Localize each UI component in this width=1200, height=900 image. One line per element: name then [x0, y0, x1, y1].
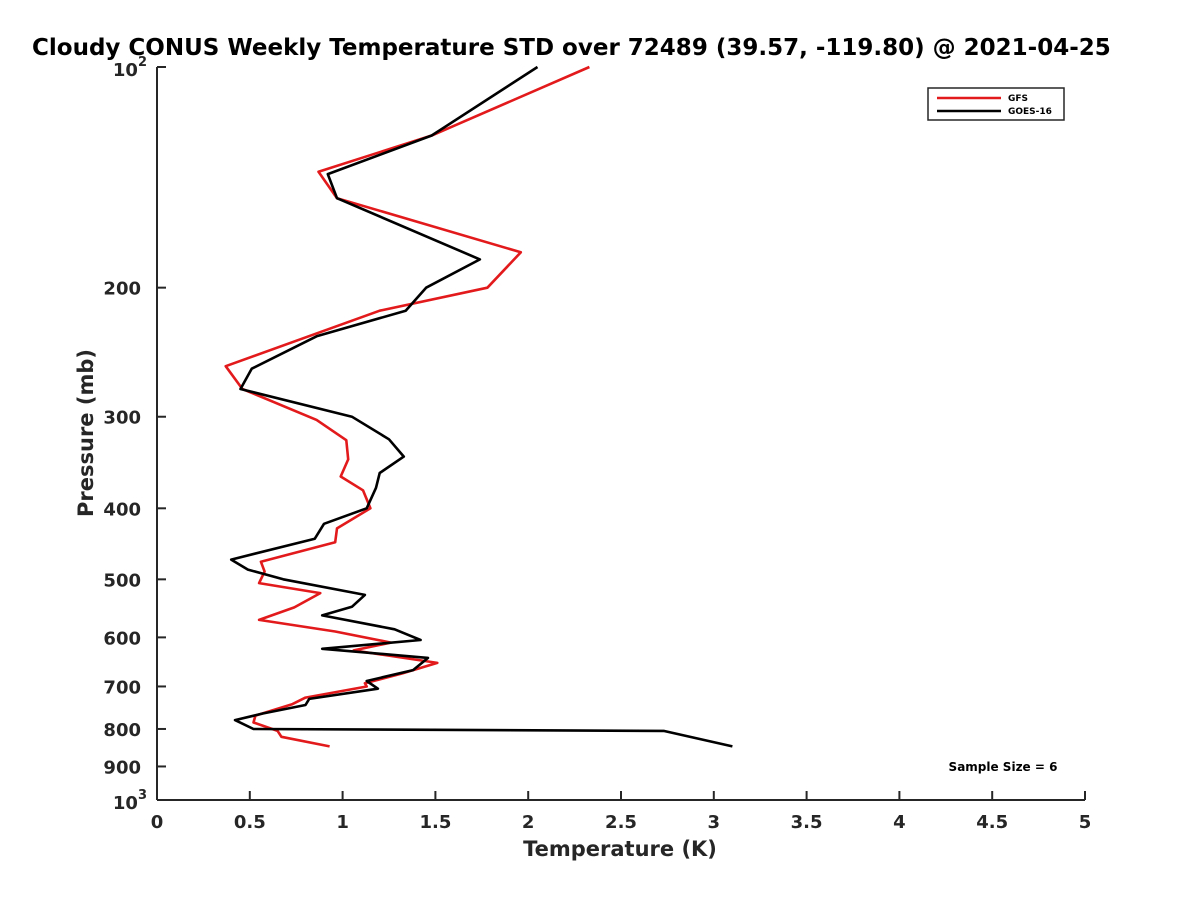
- y-tick-label: 600: [103, 628, 141, 649]
- series-line-gfs: [224, 65, 590, 748]
- legend-box: [927, 87, 1065, 121]
- x-tick-label: 2.5: [605, 812, 637, 833]
- x-tick-label: 4: [893, 812, 906, 833]
- series-layer: [224, 65, 733, 748]
- legend-label-goes-16: GOES-16: [1008, 107, 1052, 117]
- x-tick-label: 2: [522, 812, 535, 833]
- x-tick-label: 0: [151, 812, 164, 833]
- y-tick-label: 500: [103, 570, 141, 591]
- x-tick-label: 5: [1079, 812, 1092, 833]
- y-tick-label: 102: [113, 55, 147, 81]
- series-line-goes-16: [229, 65, 733, 748]
- y-tick-label: 800: [103, 720, 141, 741]
- x-tick-label: 3.5: [791, 812, 823, 833]
- y-tick-label: 300: [103, 408, 141, 429]
- x-tick-label: 1: [336, 812, 349, 833]
- chart-title: Cloudy CONUS Weekly Temperature STD over…: [32, 35, 1111, 61]
- x-axis-ticks: 0 0.5 1 1.5 2 2.5 3 3.5 4 4.5 5: [151, 791, 1092, 833]
- x-axis-label: Temperature (K): [523, 837, 717, 861]
- x-tick-label: 3: [708, 812, 721, 833]
- y-axis-ticks: 102 200 300 400 500 600 700 800 900 103: [103, 55, 166, 814]
- y-tick-label: 200: [103, 279, 141, 300]
- legend: GFS GOES-16: [927, 87, 1065, 121]
- y-tick-label: 400: [103, 499, 141, 520]
- legend-label-gfs: GFS: [1008, 94, 1028, 104]
- sample-size-annotation: Sample Size = 6: [949, 760, 1058, 774]
- x-tick-label: 1.5: [419, 812, 451, 833]
- y-tick-label: 700: [103, 677, 141, 698]
- y-tick-label: 103: [113, 788, 147, 814]
- x-tick-label: 0.5: [234, 812, 266, 833]
- y-tick-label: 900: [103, 757, 141, 778]
- x-tick-label: 4.5: [976, 812, 1008, 833]
- y-axis-label: Pressure (mb): [74, 349, 98, 517]
